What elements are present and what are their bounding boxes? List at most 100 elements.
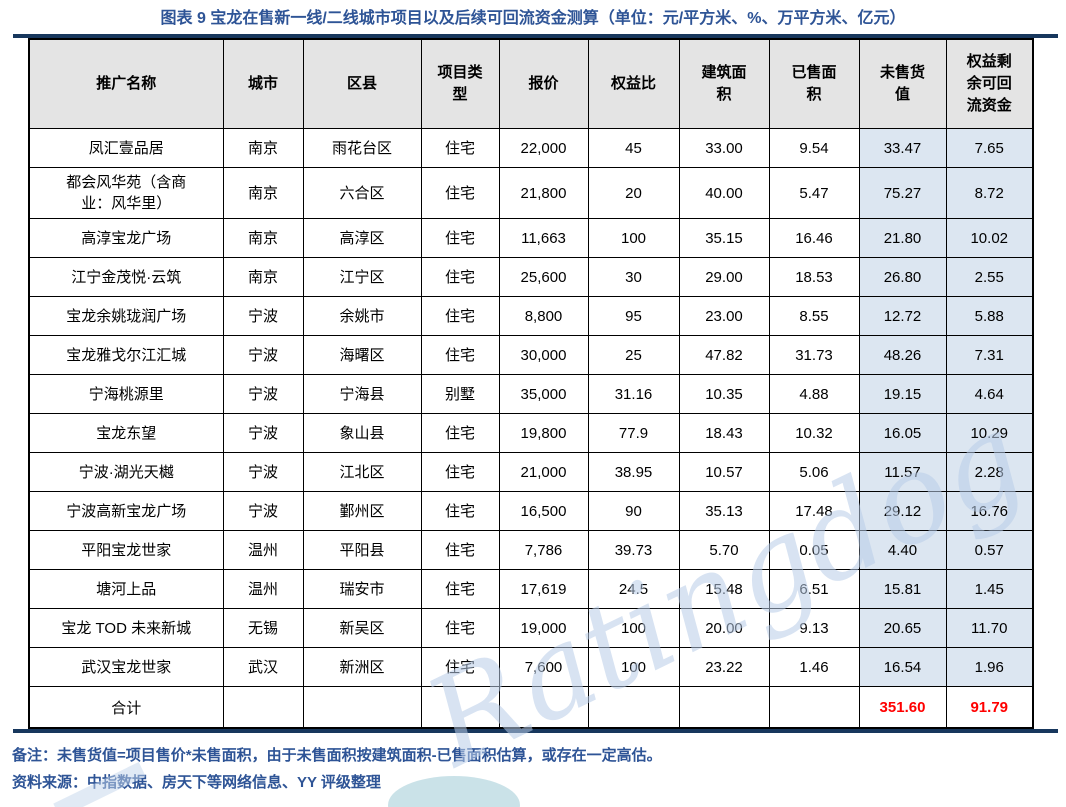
table-cell: 高淳宝龙广场 [28, 218, 224, 258]
bottom-rule [13, 729, 1058, 733]
table-row: 宁波·湖光天樾 宁波 江北区 住宅 21,000 38.95 10.57 5.06 11.57 2… [28, 452, 1034, 492]
column-header: 推广名称 [28, 38, 224, 129]
table-cell: 住宅 [420, 413, 500, 453]
table-cell: 余姚市 [302, 296, 422, 336]
table-cell: 南京 [222, 218, 304, 258]
table-cell: 住宅 [420, 296, 500, 336]
table-cell: 45 [587, 128, 680, 168]
table-cell: 20.00 [678, 608, 770, 648]
column-header: 权益剩 余可回 流资金 [945, 38, 1034, 129]
empty-cell [768, 686, 860, 729]
table-cell: 4.64 [945, 374, 1034, 414]
table-cell: 宁波 [222, 491, 304, 531]
column-header: 项目类 型 [420, 38, 500, 129]
table-cell: 25,600 [498, 257, 589, 297]
table-cell: 宝龙 TOD 未来新城 [28, 608, 224, 648]
table-cell: 2.28 [945, 452, 1034, 492]
table-cell: 六合区 [302, 167, 422, 219]
table-cell: 住宅 [420, 530, 500, 570]
column-header: 区县 [302, 38, 422, 129]
table-cell: 19,000 [498, 608, 589, 648]
table-cell: 住宅 [420, 128, 500, 168]
table-cell: 11.57 [858, 452, 947, 492]
table-row: 凤汇壹品居 南京 雨花台区 住宅 22,000 45 33.00 9.54 33.47 7.65 [28, 128, 1034, 168]
table-cell: 海曙区 [302, 335, 422, 375]
table-cell: 雨花台区 [302, 128, 422, 168]
table-cell: 1.96 [945, 647, 1034, 687]
table-cell: 25 [587, 335, 680, 375]
figure-title: 图表 9 宝龙在售新一线/二线城市项目以及后续可回流资金测算（单位：元/平方米、… [160, 10, 906, 27]
table-row: 宁波高新宝龙广场 宁波 鄞州区 住宅 16,500 90 35.13 17.48 29.12 16… [28, 491, 1034, 531]
table-cell: 23.00 [678, 296, 770, 336]
table-cell: 100 [587, 647, 680, 687]
table-cell: 平阳宝龙世家 [28, 530, 224, 570]
table-cell: 8,800 [498, 296, 589, 336]
table-cell: 11,663 [498, 218, 589, 258]
table-cell: 都会风华苑（含商 业：风华里） [28, 167, 224, 219]
table-cell: 住宅 [420, 167, 500, 219]
table-cell: 新吴区 [302, 608, 422, 648]
table-cell: 鄞州区 [302, 491, 422, 531]
table-cell: 宁海桃源里 [28, 374, 224, 414]
table-row: 塘河上品 温州 瑞安市 住宅 17,619 24.5 15.48 6.51 15.81 1.45 [28, 569, 1034, 609]
table-cell: 宁波高新宝龙广场 [28, 491, 224, 531]
table-cell: 无锡 [222, 608, 304, 648]
table-cell: 20 [587, 167, 680, 219]
table-cell: 33.00 [678, 128, 770, 168]
table-cell: 7.65 [945, 128, 1034, 168]
table-cell: 武汉宝龙世家 [28, 647, 224, 687]
table-cell: 7.31 [945, 335, 1034, 375]
table-cell: 75.27 [858, 167, 947, 219]
projects-table: 推广名称 城市 区县 项目类 型报价 权益比 建筑面 积已售面 积未售货 值权益剩 余可回… [28, 38, 1034, 729]
table-cell: 5.06 [768, 452, 860, 492]
table-cell: 39.73 [587, 530, 680, 570]
table-cell: 10.32 [768, 413, 860, 453]
table-cell: 宁波 [222, 374, 304, 414]
table-row: 宁海桃源里 宁波 宁海县 别墅 35,000 31.16 10.35 4.88 19.15 4.6… [28, 374, 1034, 414]
table-cell: 新洲区 [302, 647, 422, 687]
table-cell: 100 [587, 608, 680, 648]
table-cell: 16.54 [858, 647, 947, 687]
table-cell: 5.88 [945, 296, 1034, 336]
table-cell: 宁波·湖光天樾 [28, 452, 224, 492]
empty-cell [222, 686, 304, 729]
table-cell: 16.76 [945, 491, 1034, 531]
column-header: 城市 [222, 38, 304, 129]
remark-note: 备注：未售货值=项目售价*未售面积，由于未售面积按建筑面积-已售面积估算，或存在… [12, 747, 662, 764]
table-cell: 宁波 [222, 296, 304, 336]
table-cell: 17.48 [768, 491, 860, 531]
table-cell: 宁海县 [302, 374, 422, 414]
table-cell: 31.16 [587, 374, 680, 414]
table-row: 宝龙东望 宁波 象山县 住宅 19,800 77.9 18.43 10.32 16.05 10.2… [28, 413, 1034, 453]
table-cell: 江北区 [302, 452, 422, 492]
table-row: 宝龙雅戈尔江汇城 宁波 海曙区 住宅 30,000 25 47.82 31.73 48.26 7.… [28, 335, 1034, 375]
column-header: 已售面 积 [768, 38, 860, 129]
table-cell: 90 [587, 491, 680, 531]
table-cell: 1.45 [945, 569, 1034, 609]
table-cell: 宝龙余姚珑润广场 [28, 296, 224, 336]
total-label: 合计 [28, 686, 224, 729]
table-cell: 18.53 [768, 257, 860, 297]
table-cell: 南京 [222, 167, 304, 219]
table-cell: 住宅 [420, 647, 500, 687]
table-cell: 住宅 [420, 257, 500, 297]
empty-cell [678, 686, 770, 729]
table-cell: 南京 [222, 257, 304, 297]
table-cell: 塘河上品 [28, 569, 224, 609]
table-cell: 10.35 [678, 374, 770, 414]
table-cell: 48.26 [858, 335, 947, 375]
table-cell: 4.88 [768, 374, 860, 414]
table-cell: 15.48 [678, 569, 770, 609]
table-cell: 20.65 [858, 608, 947, 648]
table-cell: 24.5 [587, 569, 680, 609]
table-cell: 18.43 [678, 413, 770, 453]
table-cell: 平阳县 [302, 530, 422, 570]
table-cell: 7,786 [498, 530, 589, 570]
table-row: 高淳宝龙广场 南京 高淳区 住宅 11,663 100 35.15 16.46 21.80 10.… [28, 218, 1034, 258]
source-note: 资料来源：中指数据、房天下等网络信息、YY 评级整理 [12, 774, 381, 791]
column-header: 建筑面 积 [678, 38, 770, 129]
table-cell: 江宁金茂悦·云筑 [28, 257, 224, 297]
table-cell: 17,619 [498, 569, 589, 609]
table-cell: 33.47 [858, 128, 947, 168]
table-cell: 77.9 [587, 413, 680, 453]
